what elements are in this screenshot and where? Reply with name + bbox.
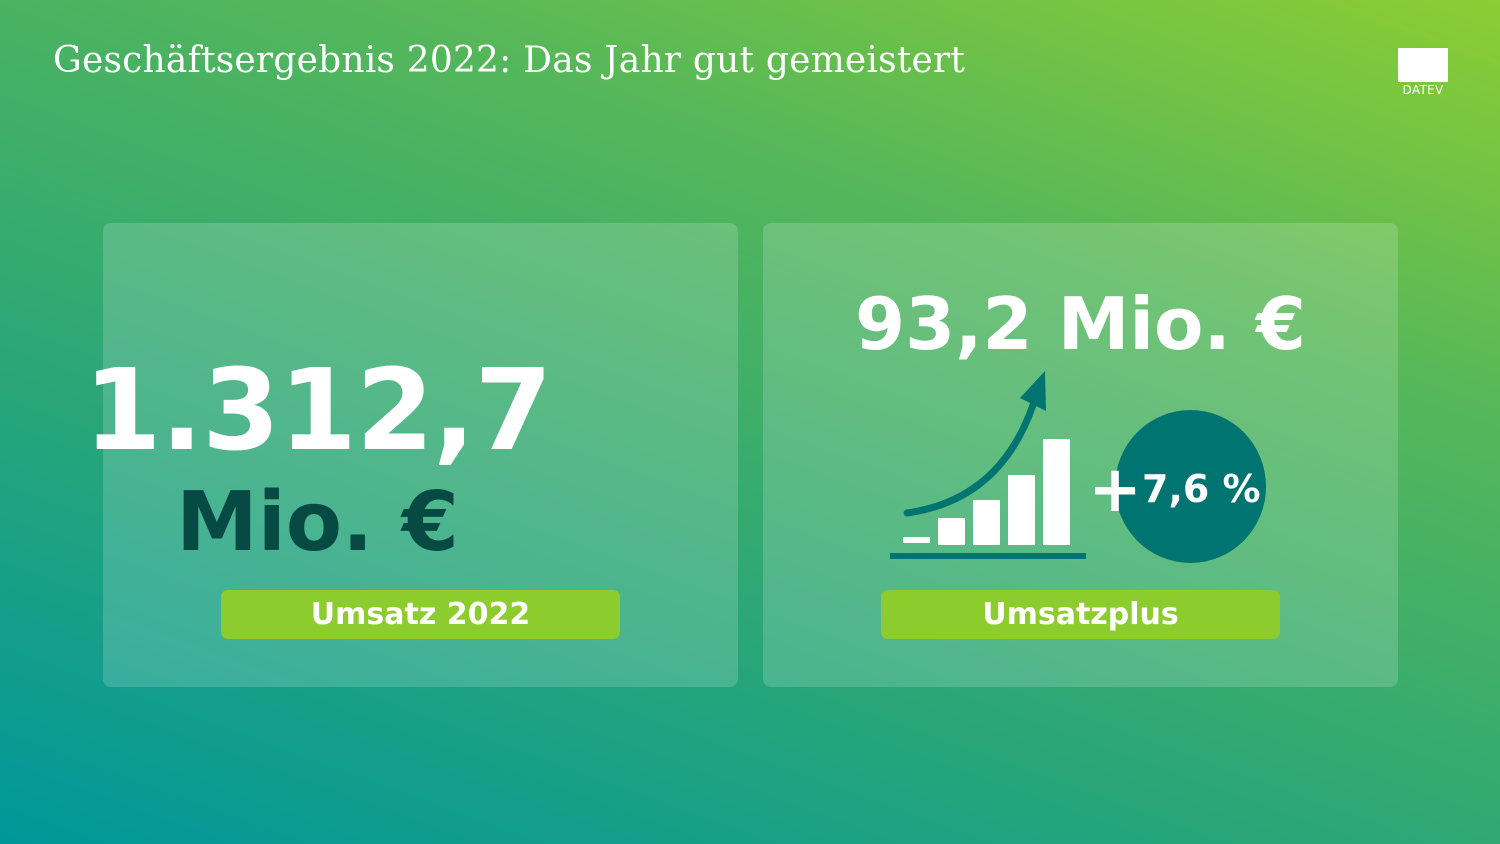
up-arrow-icon	[903, 371, 1046, 517]
chart-bar-3	[973, 500, 1000, 545]
plus-sign: +	[1088, 453, 1142, 527]
chart-bar-5	[1043, 439, 1070, 545]
chart-bar-2	[938, 518, 965, 545]
logo-text: DATEV	[1402, 83, 1444, 97]
revenue-value: 1.312,7	[83, 346, 553, 476]
chart-baseline	[890, 553, 1086, 559]
growth-percent: 7,6 %	[1142, 467, 1261, 511]
page-title: Geschäftsergebnis 2022: Das Jahr gut gem…	[53, 40, 966, 81]
growth-bar-chart-icon	[890, 371, 1086, 559]
percent-badge	[1115, 410, 1266, 563]
growth-label: Umsatzplus	[881, 590, 1280, 639]
revenue-unit: Mio. €	[176, 475, 459, 570]
chart-bar-4	[1008, 475, 1035, 545]
logo-square-icon	[1398, 48, 1448, 82]
revenue-label: Umsatz 2022	[221, 590, 620, 639]
chart-bar-1	[903, 537, 930, 543]
growth-amount: 93,2 Mio. €	[854, 282, 1307, 366]
datev-logo: DATEV	[1398, 48, 1448, 97]
